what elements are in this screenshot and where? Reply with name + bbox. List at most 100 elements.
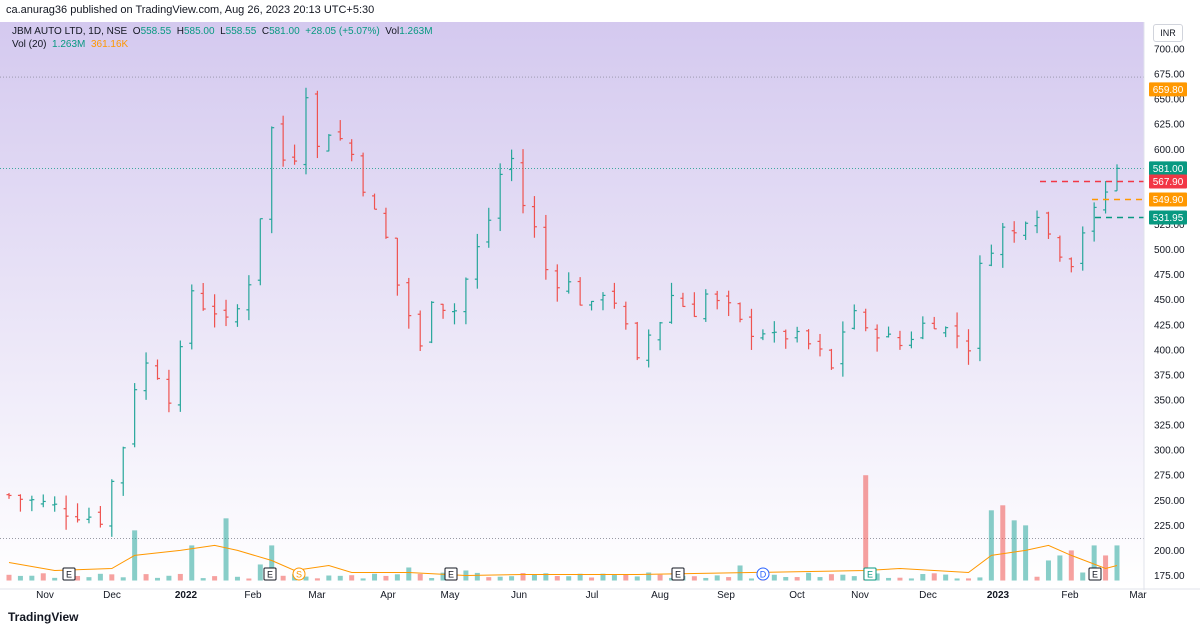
x-tick-label: Oct <box>789 590 805 601</box>
x-tick-label: Feb <box>244 590 262 601</box>
ohlc-bar <box>657 321 663 351</box>
volume-bar <box>97 573 103 581</box>
volume-bar <box>337 575 343 581</box>
volume-bar <box>17 575 23 581</box>
ohlc-bar <box>943 326 949 338</box>
y-axis[interactable]: 700.00675.00650.00625.00600.00575.00550.… <box>1143 22 1185 590</box>
volume-bar <box>657 574 663 581</box>
earnings-marker[interactable]: E <box>863 567 877 581</box>
y-tick-label: 175.00 <box>1154 571 1185 582</box>
ohlc-bar <box>1000 222 1006 268</box>
ohlc-bar <box>166 369 172 413</box>
ohlc-bar <box>486 207 492 248</box>
volume-legend[interactable]: Vol (20) 1.263M 361.16K <box>12 39 128 50</box>
split-marker[interactable]: S <box>292 567 306 581</box>
ohlc-bar <box>954 312 960 349</box>
ohlc-bar <box>840 321 846 377</box>
earnings-marker[interactable]: E <box>444 567 458 581</box>
ohlc-bar <box>600 292 606 311</box>
ohlc-bar <box>223 299 229 327</box>
y-tick-label: 300.00 <box>1154 446 1185 457</box>
volume-bar <box>611 575 617 581</box>
y-tick-label: 350.00 <box>1154 396 1185 407</box>
ohlc-bar <box>40 494 46 508</box>
ohlc-bar <box>828 348 834 370</box>
earnings-marker[interactable]: E <box>62 567 76 581</box>
earnings-marker[interactable]: E <box>671 567 685 581</box>
ohlc-bar <box>520 149 526 214</box>
price-tag: 567.90 <box>1149 174 1187 189</box>
ohlc-bar <box>280 115 286 167</box>
symbol-legend[interactable]: JBM AUTO LTD, 1D, NSE O558.55 H585.00 L5… <box>12 26 433 37</box>
svg-text:S: S <box>296 570 302 580</box>
dividend-marker[interactable]: D <box>756 567 770 581</box>
volume-bar <box>566 576 572 581</box>
volume-bar <box>429 578 435 581</box>
volume-bar <box>6 574 12 581</box>
tradingview-logo[interactable]: TradingView <box>8 610 78 624</box>
ohlc-bar <box>623 301 629 330</box>
ohlc-bar <box>417 310 423 351</box>
high-label: H <box>176 26 184 37</box>
ohlc-bar <box>429 301 435 344</box>
volume-bar <box>577 573 583 581</box>
volume-bar <box>1000 505 1006 581</box>
volume-bar <box>394 574 400 581</box>
volume-bar <box>543 573 549 581</box>
price-tag: 659.80 <box>1149 82 1187 97</box>
earnings-marker[interactable]: E <box>263 567 277 581</box>
earnings-marker[interactable]: E <box>1088 567 1102 581</box>
low-value: 558.55 <box>225 26 257 37</box>
y-tick-label: 200.00 <box>1154 546 1185 557</box>
volume-bar <box>920 574 926 581</box>
ohlc-bar <box>669 282 675 324</box>
ohlc-bar <box>29 495 35 512</box>
ohlc-bar <box>349 139 355 162</box>
svg-text:D: D <box>760 570 767 580</box>
volume-bar <box>771 574 777 581</box>
volume-bar <box>417 573 423 581</box>
volume-bar <box>75 575 81 581</box>
volume-bar <box>1114 545 1120 581</box>
ohlc-bar <box>874 324 880 352</box>
x-axis[interactable]: Nov Dec 2022 Feb Mar Apr May Jun Jul Aug Sep Oct Nov… <box>0 588 1200 601</box>
ohlc-bar <box>109 479 115 537</box>
ohlc-bar <box>372 193 378 210</box>
ohlc-bar <box>97 505 103 528</box>
volume-bar <box>120 577 126 581</box>
y-tick-label: 400.00 <box>1154 345 1185 356</box>
ohlc-bar <box>1091 202 1097 242</box>
open-value: 558.55 <box>140 26 172 37</box>
x-tick-label: 2022 <box>175 590 198 601</box>
volume-bar <box>440 572 446 581</box>
vol20-value: 1.263M <box>52 39 86 50</box>
ohlc-bar <box>314 90 320 159</box>
ohlc-bar <box>337 120 343 141</box>
ohlc-bar <box>748 308 754 350</box>
brand-text: TradingView <box>8 610 79 624</box>
ohlc-bar <box>737 302 743 323</box>
ohlc-bar <box>760 329 766 341</box>
volume-bar <box>200 578 206 581</box>
volume-bar <box>817 577 823 581</box>
published-line: ca.anurag36 published on TradingView.com… <box>6 4 375 16</box>
volume-bar <box>851 576 857 581</box>
vol-label: Vol <box>385 26 400 37</box>
ohlc-bar <box>326 134 332 152</box>
volume-bar <box>726 577 732 581</box>
change-value: +28.05 (+5.07%) <box>305 26 380 37</box>
y-tick-label: 450.00 <box>1154 295 1185 306</box>
volume-bar <box>886 577 892 581</box>
volume-bar <box>177 573 183 581</box>
currency-button[interactable]: INR <box>1153 24 1183 42</box>
x-tick-label: Aug <box>651 590 669 601</box>
ohlc-bar <box>451 303 457 325</box>
ohlc-bar <box>977 255 983 362</box>
y-tick-label: 700.00 <box>1154 45 1185 56</box>
x-tick-label: Apr <box>380 590 396 601</box>
volume-bar <box>497 576 503 581</box>
volume-bar <box>223 518 229 581</box>
volume-bar <box>166 575 172 581</box>
